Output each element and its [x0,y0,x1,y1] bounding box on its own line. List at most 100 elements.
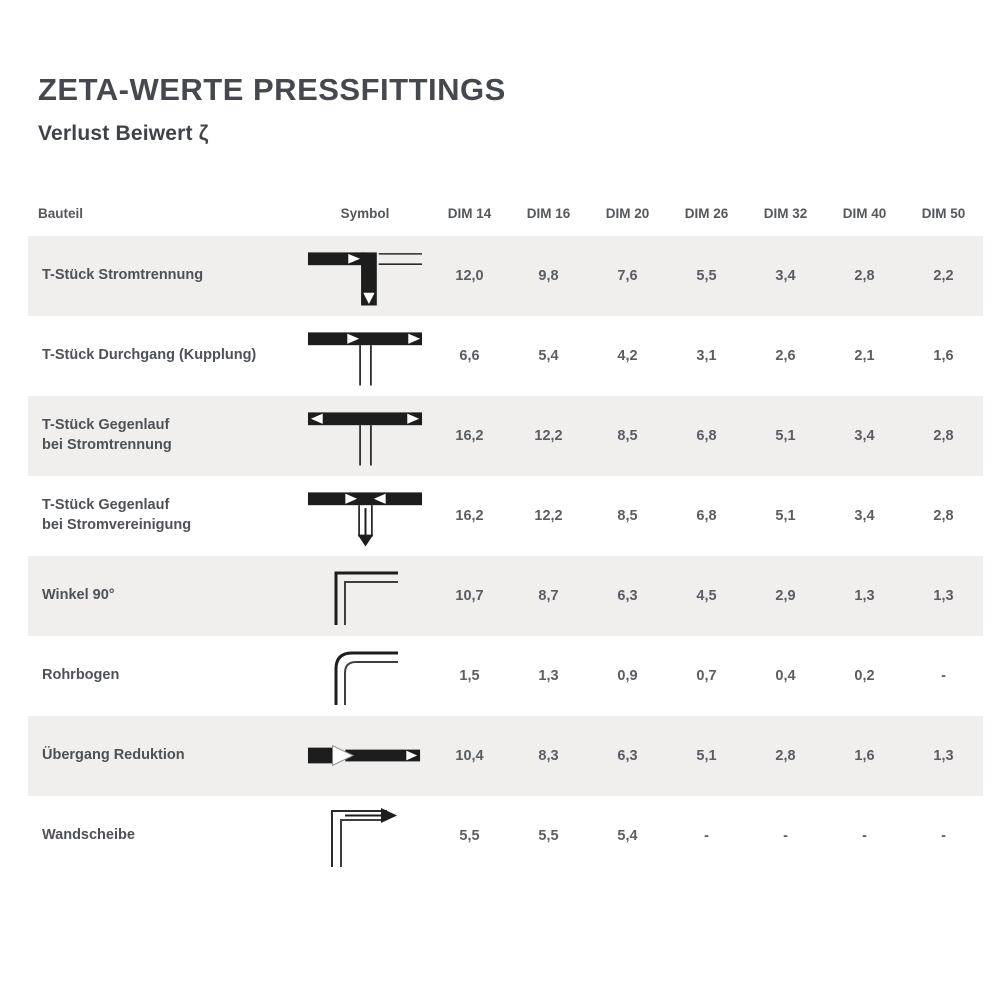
zeta-value-cell: 10,7 [455,588,484,604]
zeta-value-cell: 5,1 [775,428,796,444]
column-header-bauteil: Bauteil [38,205,84,221]
table-row: T-Stück Stromtrennung 12,0 9,8 7,6 5,5 3,4 2,… [28,236,983,316]
zeta-value-cell: 5,4 [538,348,559,364]
zeta-value-cell: 1,5 [459,668,480,684]
bauteil-label: T-Stück Durchgang (Kupplung) [28,346,300,366]
bauteil-label-line: bei Stromvereinigung [42,517,192,533]
zeta-table: Bauteil Symbol DIM 14 DIM 16 DIM 20 DIM … [28,190,983,876]
zeta-value-cell: 4,5 [696,588,717,604]
table-row: T-Stück Gegenlauf bei Stromtrennung 16,2 1… [28,396,983,476]
table-row: Rohrbogen 1,5 1,3 0,9 0,7 0,4 0,2 - [28,636,983,716]
zeta-value-cell: 2,2 [933,268,954,284]
zeta-value-cell: 8,5 [617,428,638,444]
zeta-value-cell: 1,3 [854,588,875,604]
bauteil-label: Rohrbogen [28,666,300,686]
bauteil-label: Wandscheibe [28,826,300,846]
zeta-value-cell: 2,1 [854,348,875,364]
zeta-value-cell: 2,8 [933,428,954,444]
zeta-value-cell: 12,2 [534,428,563,444]
table-row: Übergang Reduktion 10,4 8,3 6,3 5,1 2,8 1,6 1,… [28,716,983,796]
zeta-value-cell: 2,8 [854,268,875,284]
zeta-value-cell: - [704,828,709,844]
table-row: Wandscheibe 5,5 5,5 5,4 - - - - [28,796,983,876]
bauteil-label-line: Wandscheibe [42,827,135,844]
zeta-value-cell: 8,3 [538,748,559,764]
bauteil-label: T-Stück Stromtrennung [28,266,300,286]
zeta-values-page: ZETA-WERTE PRESSFITTINGS Verlust Beiwert… [28,72,983,876]
zeta-value-cell: 5,5 [696,268,717,284]
pipe-bend-icon [300,647,430,705]
zeta-value-cell: 4,2 [617,348,638,364]
tee-split-icon [300,244,430,308]
zeta-value-cell: 12,0 [455,268,484,284]
zeta-value-cell: - [862,828,867,844]
zeta-value-cell: 0,2 [854,668,875,684]
column-header-symbol: Symbol [340,205,390,221]
zeta-value-cell: 5,4 [617,828,638,844]
zeta-value-cell: 1,3 [933,748,954,764]
bauteil-label: T-Stück Gegenlauf bei Stromtrennung [28,416,300,455]
column-header-dim20: DIM 20 [605,205,650,221]
zeta-value-cell: 0,7 [696,668,717,684]
table-header-row: Bauteil Symbol DIM 14 DIM 16 DIM 20 DIM … [28,190,983,236]
zeta-value-cell: 0,4 [775,668,796,684]
zeta-value-cell: 3,4 [854,508,875,524]
bauteil-label-line: T-Stück Durchgang (Kupplung) [42,347,257,364]
zeta-value-cell: 5,1 [696,748,717,764]
elbow-90-icon [300,567,430,625]
column-header-dim14: DIM 14 [447,205,492,221]
column-header-dim32: DIM 32 [763,205,808,221]
column-header-dim50: DIM 50 [921,205,966,221]
zeta-value-cell: 6,8 [696,428,717,444]
bauteil-label-line: Winkel 90° [42,587,115,604]
zeta-value-cell: 5,5 [459,828,480,844]
zeta-value-cell: - [941,668,946,684]
tee-through-icon [300,324,430,388]
zeta-value-cell: 10,4 [455,748,484,764]
tee-counterflow-merge-icon [300,484,430,548]
zeta-value-cell: 12,2 [534,508,563,524]
zeta-value-cell: - [941,828,946,844]
zeta-value-cell: 1,6 [933,348,954,364]
wall-plate-icon [300,805,430,867]
table-body: T-Stück Stromtrennung 12,0 9,8 7,6 5,5 3,4 2,… [28,236,983,876]
zeta-value-cell: 1,6 [854,748,875,764]
zeta-value-cell: 2,8 [775,748,796,764]
reducer-icon [300,745,430,767]
column-header-dim16: DIM 16 [526,205,571,221]
zeta-value-cell: 16,2 [455,508,484,524]
table-row: T-Stück Gegenlauf bei Stromvereinigung 16… [28,476,983,556]
zeta-value-cell: 6,3 [617,588,638,604]
zeta-value-cell: 6,8 [696,508,717,524]
zeta-value-cell: 5,5 [538,828,559,844]
tee-counterflow-split-icon [300,404,430,468]
zeta-value-cell: 5,1 [775,508,796,524]
table-row: T-Stück Durchgang (Kupplung) 6,6 5,4 4,2 3,… [28,316,983,396]
bauteil-label-line: T-Stück Gegenlauf [42,497,170,514]
bauteil-label: T-Stück Gegenlauf bei Stromvereinigung [28,496,300,535]
bauteil-label-line: bei Stromtrennung [42,437,172,453]
zeta-value-cell: - [783,828,788,844]
zeta-value-cell: 1,3 [538,668,559,684]
zeta-value-cell: 8,7 [538,588,559,604]
column-header-dim40: DIM 40 [842,205,887,221]
table-row: Winkel 90° 10,7 8,7 6,3 4,5 2,9 1,3 1,3 [28,556,983,636]
zeta-value-cell: 6,6 [459,348,480,364]
zeta-value-cell: 3,4 [775,268,796,284]
bauteil-label: Übergang Reduktion [28,746,300,766]
page-title: ZETA-WERTE PRESSFITTINGS [38,72,506,107]
zeta-value-cell: 6,3 [617,748,638,764]
zeta-value-cell: 3,1 [696,348,717,364]
zeta-value-cell: 0,9 [617,668,638,684]
bauteil-label-line: T-Stück Gegenlauf [42,417,170,434]
bauteil-label-line: Übergang Reduktion [42,747,185,764]
bauteil-label-line: Rohrbogen [42,667,120,684]
zeta-value-cell: 16,2 [455,428,484,444]
zeta-value-cell: 8,5 [617,508,638,524]
zeta-value-cell: 1,3 [933,588,954,604]
page-subtitle: Verlust Beiwert ζ [38,122,209,145]
zeta-value-cell: 3,4 [854,428,875,444]
column-header-dim26: DIM 26 [684,205,729,221]
zeta-value-cell: 2,9 [775,588,796,604]
zeta-value-cell: 2,6 [775,348,796,364]
